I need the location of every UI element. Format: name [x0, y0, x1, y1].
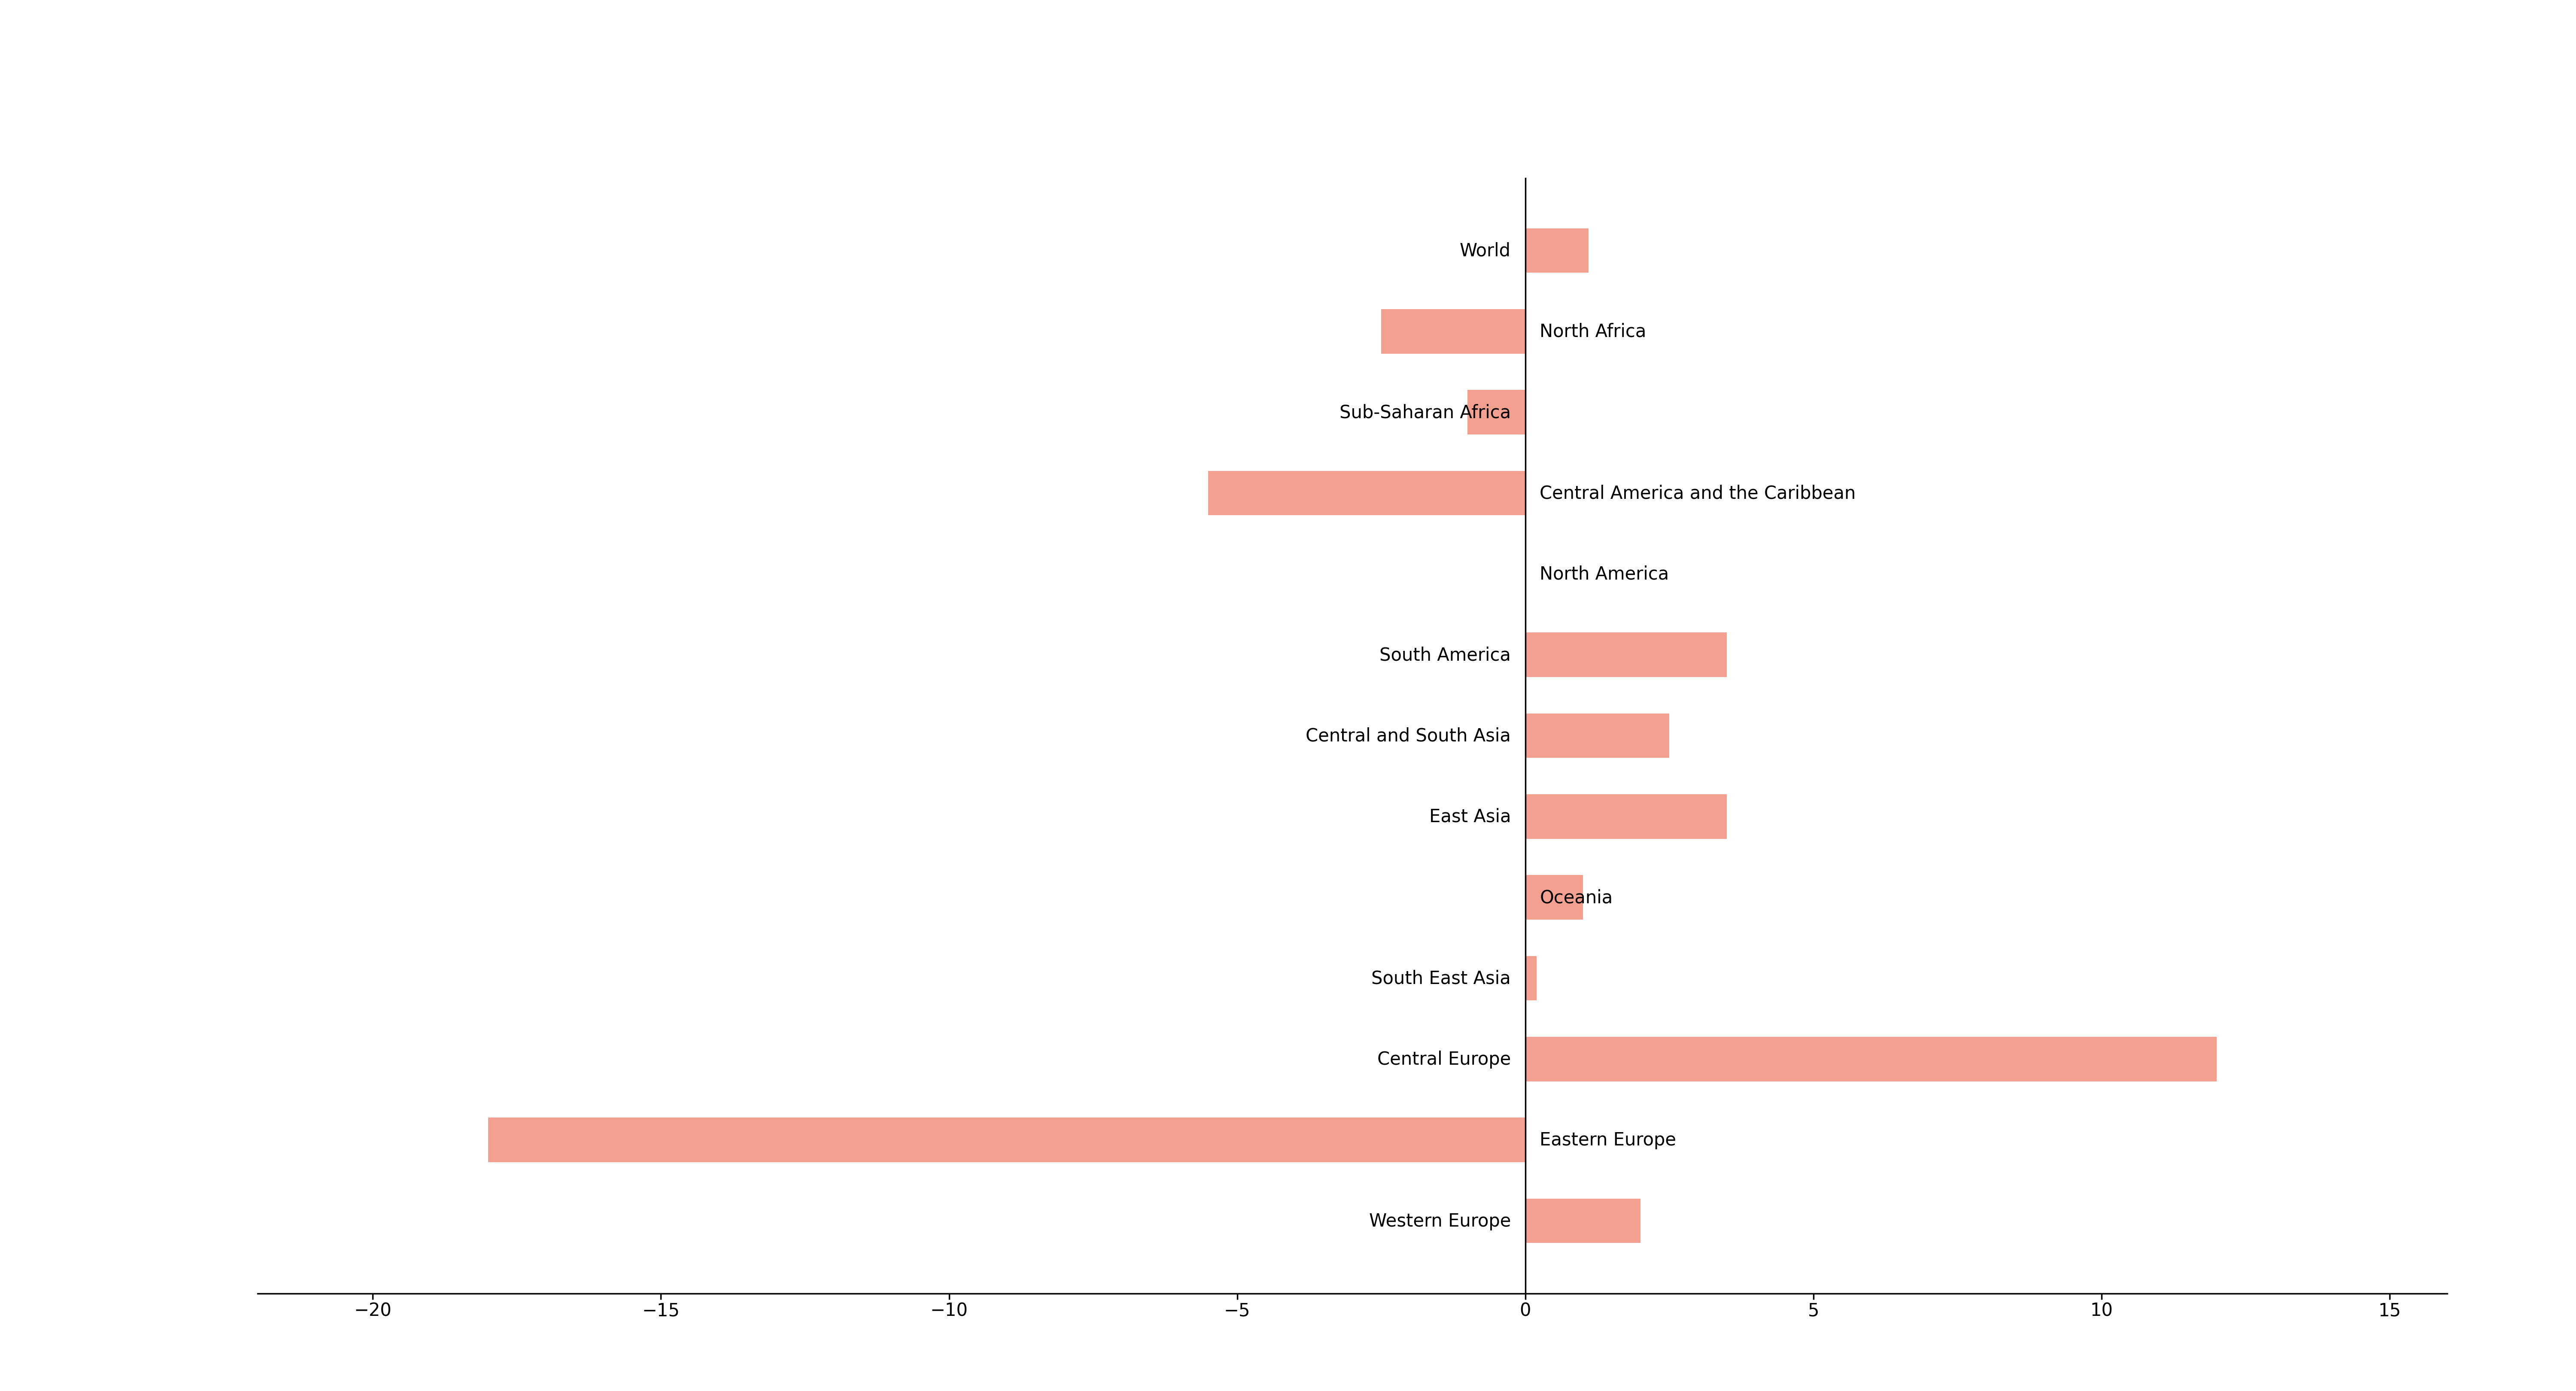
Text: PERCENTAGE CHANGES IN MILITARY EXPENDITURE, BY REGION, 2016–17: PERCENTAGE CHANGES IN MILITARY EXPENDITU… — [57, 47, 1270, 75]
Bar — [1525, 1199, 1641, 1244]
Text: North America: North America — [1540, 565, 1669, 583]
Text: South East Asia: South East Asia — [1370, 970, 1512, 988]
Text: World: World — [1461, 242, 1512, 260]
Bar — [1525, 794, 1726, 839]
Bar — [1525, 633, 1726, 677]
Text: Sub-Saharan Africa: Sub-Saharan Africa — [1340, 403, 1512, 421]
Text: East Asia: East Asia — [1430, 808, 1512, 826]
Text: Eastern Europe: Eastern Europe — [1540, 1131, 1677, 1149]
Bar — [1208, 472, 1525, 516]
Bar — [1525, 956, 1538, 1000]
Bar — [1525, 228, 1589, 273]
Text: Western Europe: Western Europe — [1368, 1212, 1512, 1230]
Text: Central and South Asia: Central and South Asia — [1306, 727, 1512, 744]
Text: South America: South America — [1381, 645, 1512, 664]
Bar — [1468, 391, 1525, 435]
Bar — [1525, 714, 1669, 758]
Bar — [1381, 309, 1525, 353]
Bar — [1525, 1036, 2218, 1081]
Bar — [1525, 875, 1582, 919]
Text: Central Europe: Central Europe — [1378, 1050, 1512, 1068]
Text: North Africa: North Africa — [1540, 323, 1646, 341]
Text: Central America and the Caribbean: Central America and the Caribbean — [1540, 484, 1855, 502]
Text: Oceania: Oceania — [1540, 889, 1613, 907]
Bar — [487, 1118, 1525, 1163]
